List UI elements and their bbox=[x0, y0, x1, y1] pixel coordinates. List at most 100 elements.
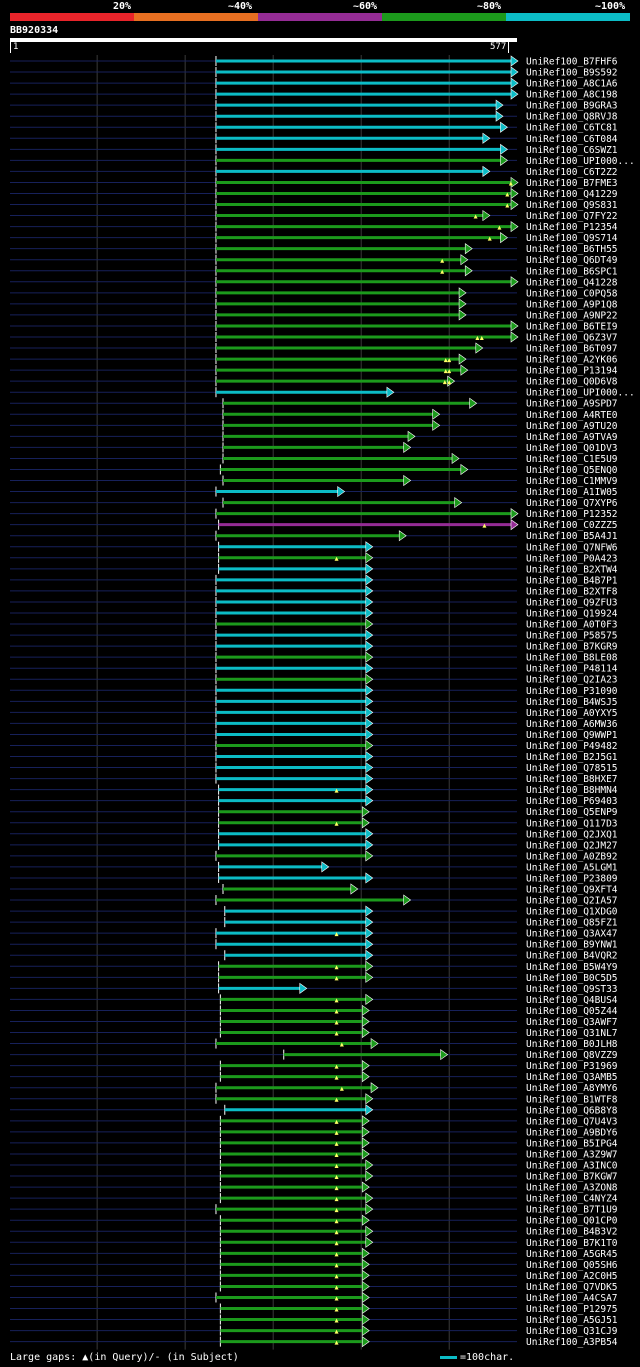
scale-swatch-80 bbox=[382, 13, 506, 21]
query-gap-marker bbox=[334, 1340, 339, 1345]
query-gap-marker bbox=[334, 1141, 339, 1146]
hit-label: UniRef100_Q5ENP9 bbox=[526, 807, 618, 818]
hit-label: UniRef100_Q3AMB5 bbox=[526, 1072, 618, 1083]
hit-arrow bbox=[365, 795, 374, 807]
hit-label: UniRef100_B9S592 bbox=[526, 68, 618, 79]
hit-arrow bbox=[361, 1269, 370, 1281]
scale-swatch-20 bbox=[10, 13, 134, 21]
hit-label: UniRef100_B4WSJ5 bbox=[526, 697, 618, 708]
hit-arrow bbox=[460, 463, 469, 476]
hit-arrow bbox=[361, 1247, 370, 1259]
hit-arrow bbox=[365, 739, 374, 752]
hit-label: UniRef100_C1MMV9 bbox=[526, 476, 618, 487]
hit-label: UniRef100_Q4BUS4 bbox=[526, 995, 618, 1006]
query-gap-marker bbox=[334, 998, 339, 1003]
hit-arrow bbox=[365, 750, 374, 763]
hit-arrow bbox=[365, 552, 374, 564]
hit-arrow bbox=[458, 309, 467, 321]
hit-arrow bbox=[469, 397, 478, 409]
hit-arrow bbox=[407, 430, 416, 442]
query-ruler bbox=[10, 38, 517, 42]
hit-arrow bbox=[365, 872, 374, 884]
query-gap-marker bbox=[334, 1075, 339, 1080]
scale-swatch-60 bbox=[258, 13, 382, 21]
hit-label: UniRef100_A0YXY5 bbox=[526, 708, 618, 719]
query-gap-marker bbox=[334, 976, 339, 981]
query-gap-marker bbox=[334, 1274, 339, 1279]
hit-label: UniRef100_Q117D3 bbox=[526, 818, 618, 829]
hit-label: UniRef100_P58575 bbox=[526, 631, 618, 642]
query-gap-marker bbox=[334, 1219, 339, 1224]
hit-label: UniRef100_A9P1Q8 bbox=[526, 299, 618, 310]
hit-arrow bbox=[365, 541, 374, 553]
hit-label: UniRef100_A3Z9W7 bbox=[526, 1149, 618, 1160]
hit-arrow bbox=[432, 408, 441, 420]
hit-arrow bbox=[510, 187, 519, 200]
hit-label: UniRef100_C1E5U9 bbox=[526, 454, 618, 465]
hit-label: UniRef100_A9BDY6 bbox=[526, 1127, 618, 1138]
hit-label: UniRef100_A3INC0 bbox=[526, 1161, 618, 1172]
hit-label: UniRef100_Q7XYP6 bbox=[526, 498, 618, 509]
hit-arrow bbox=[432, 419, 441, 431]
hit-label: UniRef100_B6TEI9 bbox=[526, 321, 618, 332]
hit-arrow bbox=[510, 88, 519, 100]
hit-label: UniRef100_A9TU20 bbox=[526, 421, 618, 432]
scale-label-100: ~100% bbox=[595, 1, 626, 12]
hit-label: UniRef100_A8C198 bbox=[526, 90, 618, 101]
hit-arrow bbox=[365, 927, 374, 939]
hit-label: UniRef100_A0T0F3 bbox=[526, 620, 618, 631]
hit-label: UniRef100_Q7NFW6 bbox=[526, 542, 618, 553]
hit-arrow bbox=[510, 519, 519, 531]
scale-label-60: ~60% bbox=[353, 1, 378, 12]
hit-arrow bbox=[510, 331, 519, 343]
hit-arrow bbox=[361, 1325, 370, 1337]
hit-arrow bbox=[321, 861, 330, 873]
hit-arrow bbox=[510, 176, 519, 189]
query-gap-marker bbox=[334, 1097, 339, 1102]
hit-arrow bbox=[365, 784, 374, 796]
hit-label: UniRef100_Q05Z44 bbox=[526, 1006, 618, 1017]
hit-arrow bbox=[365, 850, 374, 862]
query-gap-marker bbox=[339, 1042, 344, 1047]
scale-label-40: ~40% bbox=[228, 1, 253, 12]
hit-arrow bbox=[365, 905, 374, 917]
query-gap-marker bbox=[334, 1064, 339, 1069]
hit-arrow bbox=[350, 883, 359, 895]
hit-label: UniRef100_Q5ENQ0 bbox=[526, 465, 618, 476]
query-gap-marker bbox=[334, 1186, 339, 1191]
hit-label: UniRef100_A4RTE0 bbox=[526, 410, 618, 421]
hit-arrow bbox=[403, 441, 412, 453]
query-gap-marker bbox=[334, 1252, 339, 1257]
hit-arrow bbox=[398, 530, 407, 542]
hit-arrow bbox=[361, 1313, 370, 1326]
hit-arrow bbox=[403, 894, 412, 906]
hit-label: UniRef100_Q85FZ1 bbox=[526, 918, 618, 929]
hit-label: UniRef100_C0ZZZ5 bbox=[526, 520, 618, 531]
hit-arrow bbox=[460, 254, 469, 266]
hit-arrow bbox=[365, 839, 374, 851]
hit-arrow bbox=[510, 66, 519, 78]
hit-label: UniRef100_B9GRA3 bbox=[526, 101, 618, 112]
hit-arrow bbox=[500, 154, 508, 166]
hit-label: UniRef100_P23809 bbox=[526, 873, 618, 884]
hit-label: UniRef100_B7KGR9 bbox=[526, 642, 618, 653]
hit-arrow bbox=[361, 1148, 370, 1160]
query-gap-marker bbox=[447, 380, 452, 385]
hit-label: UniRef100_Q9XFT4 bbox=[526, 885, 618, 896]
hit-arrow bbox=[361, 1126, 370, 1138]
query-gap-marker bbox=[334, 821, 339, 826]
hit-arrow bbox=[365, 574, 374, 586]
hit-label: UniRef100_Q9S714 bbox=[526, 233, 618, 244]
hit-arrow bbox=[365, 695, 374, 707]
scale-label-80: ~80% bbox=[477, 1, 502, 12]
hit-label: UniRef100_B7KGW7 bbox=[526, 1172, 618, 1183]
hit-label: UniRef100_B0C5D5 bbox=[526, 973, 618, 984]
ruler-start-label: 1 bbox=[10, 42, 18, 53]
hit-arrow bbox=[365, 618, 374, 630]
hit-arrow bbox=[365, 993, 374, 1005]
hit-arrow bbox=[482, 165, 491, 177]
hit-label: UniRef100_A4CSA7 bbox=[526, 1293, 618, 1304]
hit-label: UniRef100_Q31NL7 bbox=[526, 1028, 618, 1039]
hit-arrow bbox=[510, 77, 519, 89]
hit-arrow bbox=[361, 1258, 370, 1270]
